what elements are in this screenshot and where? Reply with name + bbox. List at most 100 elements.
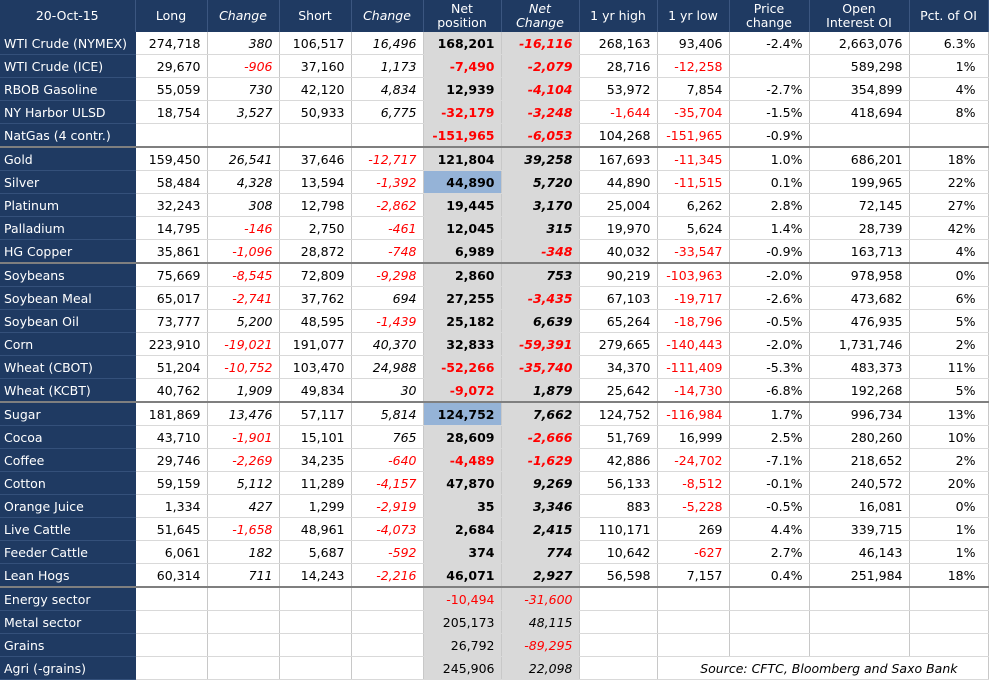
sector-net-change: 22,098 (501, 656, 580, 680)
short-change-cell: 16,496 (351, 32, 424, 55)
1yr-low-cell: -151,965 (657, 123, 730, 148)
net-change-cell: 7,662 (501, 401, 580, 426)
commodity-name: Coffee (0, 448, 136, 472)
commodity-name: Gold (0, 146, 136, 171)
header-open-interest: Open Interest OI (809, 0, 910, 32)
price-change-cell: 1.0% (729, 146, 810, 171)
price-change-cell: -6.8% (729, 378, 810, 403)
1yr-high-cell: 25,004 (579, 193, 658, 217)
empty-cell (351, 610, 424, 634)
commodity-name: NY Harbor ULSD (0, 100, 136, 124)
empty-cell (351, 586, 424, 611)
long-cell: 65,017 (135, 286, 208, 310)
short-cell: 72,809 (279, 262, 352, 287)
open-interest-cell: 589,298 (809, 54, 910, 78)
empty-cell (279, 633, 352, 657)
long-change-cell: -8,545 (207, 262, 280, 287)
pct-oi-cell: 18% (909, 146, 989, 171)
price-change-cell: 2.5% (729, 425, 810, 449)
pct-oi-cell: 0% (909, 494, 989, 518)
long-cell: 60,314 (135, 563, 208, 588)
short-cell: 15,101 (279, 425, 352, 449)
long-cell: 43,710 (135, 425, 208, 449)
empty-cell (809, 586, 910, 611)
table-row: Cocoa 43,710 -1,901 15,101 765 28,609 -2,666 51… (0, 425, 989, 449)
commodity-name: Silver (0, 170, 136, 194)
header-1yr-low: 1 yr low (657, 0, 730, 32)
short-cell: 48,595 (279, 309, 352, 333)
net-position-cell: 6,989 (423, 239, 502, 264)
open-interest-cell: 280,260 (809, 425, 910, 449)
net-position-cell: 32,833 (423, 332, 502, 356)
short-cell: 42,120 (279, 77, 352, 101)
open-interest-cell: 28,739 (809, 216, 910, 240)
price-change-cell (729, 54, 810, 78)
pct-oi-cell: 2% (909, 448, 989, 472)
commodity-name: WTI Crude (NYMEX) (0, 32, 136, 55)
long-cell: 55,059 (135, 77, 208, 101)
net-position-cell: 44,890 (423, 170, 502, 194)
1yr-low-cell: 6,262 (657, 193, 730, 217)
empty-cell (809, 633, 910, 657)
long-change-cell: 182 (207, 540, 280, 564)
table-row: Lean Hogs 60,314 711 14,243 -2,216 46,071 2,92… (0, 563, 989, 588)
1yr-high-cell: 40,032 (579, 239, 658, 264)
table-row: WTI Crude (ICE) 29,670 -906 37,160 1,173 -7,4… (0, 54, 989, 78)
short-cell: 34,235 (279, 448, 352, 472)
net-change-cell: 3,346 (501, 494, 580, 518)
net-change-cell: 5,720 (501, 170, 580, 194)
long-change-cell: -10,752 (207, 355, 280, 379)
commodity-rows: WTI Crude (NYMEX) 274,718 380 106,517 16,496… (0, 32, 989, 588)
net-change-cell: 753 (501, 262, 580, 287)
long-cell: 1,334 (135, 494, 208, 518)
net-position-cell: -151,965 (423, 123, 502, 148)
price-change-cell: 4.4% (729, 517, 810, 541)
pct-oi-cell (909, 123, 989, 148)
price-change-cell: 2.7% (729, 540, 810, 564)
empty-cell (729, 610, 810, 634)
source-note: Source: CFTC, Bloomberg and Saxo Bank (657, 656, 989, 680)
table-row: Corn 223,910 -19,021 191,077 40,370 32,833 -59… (0, 332, 989, 356)
short-cell: 49,834 (279, 378, 352, 403)
header-row: 20-Oct-15 Long Change Short Change Net po… (0, 0, 989, 32)
long-cell (135, 123, 208, 148)
pct-oi-cell: 8% (909, 100, 989, 124)
1yr-high-cell: 10,642 (579, 540, 658, 564)
net-position-cell: 27,255 (423, 286, 502, 310)
net-change-cell: -3,435 (501, 286, 580, 310)
short-cell: 2,750 (279, 216, 352, 240)
1yr-low-cell: -5,228 (657, 494, 730, 518)
net-position-cell: -9,072 (423, 378, 502, 403)
1yr-high-cell: 268,163 (579, 32, 658, 55)
empty-cell (579, 633, 658, 657)
open-interest-cell: 251,984 (809, 563, 910, 588)
empty-cell (729, 633, 810, 657)
empty-cell (279, 656, 352, 680)
1yr-high-cell: 883 (579, 494, 658, 518)
sector-net-change: -89,295 (501, 633, 580, 657)
open-interest-cell: 2,663,076 (809, 32, 910, 55)
net-position-cell: 2,860 (423, 262, 502, 287)
commodity-name: Wheat (CBOT) (0, 355, 136, 379)
1yr-high-cell: 56,133 (579, 471, 658, 495)
1yr-high-cell: 34,370 (579, 355, 658, 379)
long-cell: 6,061 (135, 540, 208, 564)
header-short: Short (279, 0, 352, 32)
net-change-cell: -1,629 (501, 448, 580, 472)
1yr-low-cell: -35,704 (657, 100, 730, 124)
pct-oi-cell: 11% (909, 355, 989, 379)
net-change-cell: 39,258 (501, 146, 580, 171)
1yr-high-cell: 90,219 (579, 262, 658, 287)
short-change-cell: -9,298 (351, 262, 424, 287)
sector-rows: Energy sector -10,494 -31,600 Metal sector 2… (0, 586, 989, 680)
empty-cell (657, 586, 730, 611)
commodity-name: Platinum (0, 193, 136, 217)
open-interest-cell: 354,899 (809, 77, 910, 101)
1yr-low-cell: -11,515 (657, 170, 730, 194)
long-change-cell: 711 (207, 563, 280, 588)
pct-oi-cell: 42% (909, 216, 989, 240)
empty-cell (279, 610, 352, 634)
commodity-name: Palladium (0, 216, 136, 240)
empty-cell (909, 586, 989, 611)
